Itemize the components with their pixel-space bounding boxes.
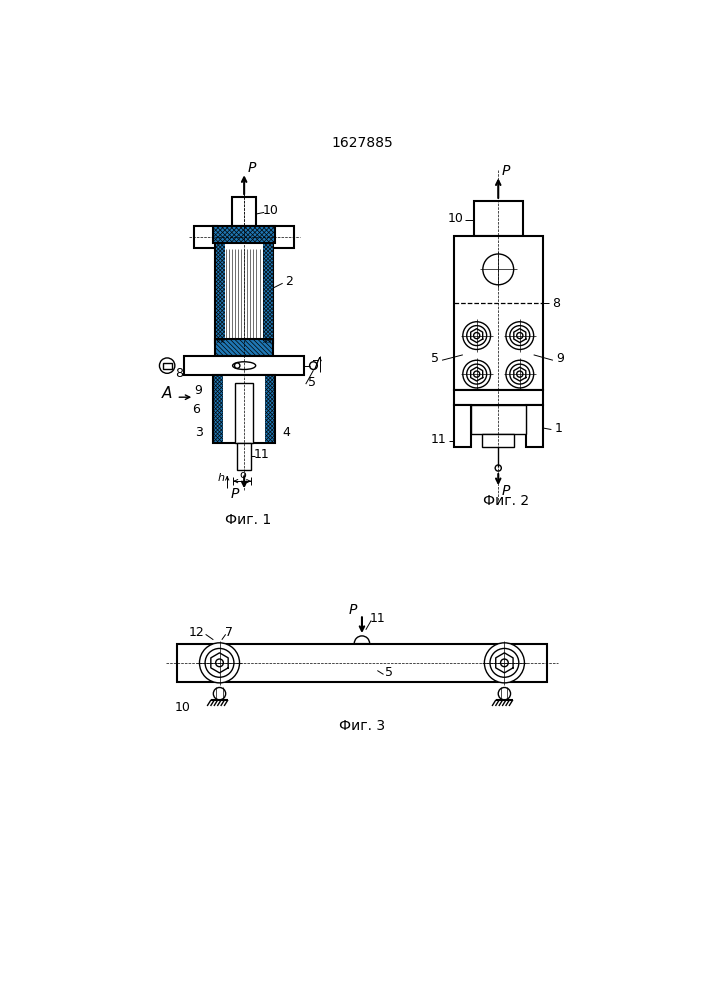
Circle shape [510,364,530,384]
Circle shape [467,364,486,384]
Text: P: P [502,484,510,498]
Text: 1: 1 [554,422,562,434]
Circle shape [506,360,534,388]
Text: 2: 2 [285,275,293,288]
Text: 9: 9 [556,352,563,365]
Text: P: P [502,164,510,178]
Circle shape [517,371,523,377]
Circle shape [160,358,175,373]
Circle shape [310,362,317,369]
Bar [214,226,275,243]
Wedge shape [354,636,370,644]
Bar [216,244,225,343]
Bar [232,197,257,226]
Text: Фиг. 1: Фиг. 1 [225,513,271,527]
Text: 11: 11 [370,612,385,625]
Text: o: o [239,470,246,480]
Text: 3: 3 [196,426,204,439]
Text: 5: 5 [431,352,439,365]
Text: 7: 7 [312,359,320,372]
Bar [215,339,274,356]
Text: 11: 11 [431,433,446,446]
Bar [482,434,515,447]
Text: P: P [247,161,256,175]
Bar [471,405,526,434]
Bar [184,356,304,375]
Bar [194,226,217,248]
Bar [265,376,274,442]
Bar [214,227,274,242]
Circle shape [467,326,486,346]
Bar [454,405,471,447]
Circle shape [484,643,525,683]
Bar [215,243,274,343]
Text: 11: 11 [253,448,269,461]
Bar [215,339,274,356]
Text: Фиг. 3: Фиг. 3 [339,719,385,733]
Text: 10: 10 [175,701,190,714]
Text: 4: 4 [283,426,291,439]
Circle shape [199,643,240,683]
Bar [177,644,547,682]
Text: 10: 10 [448,212,464,225]
Circle shape [463,360,491,388]
Text: 5: 5 [385,666,393,679]
Circle shape [506,322,534,349]
Circle shape [235,363,240,368]
Circle shape [517,333,523,339]
Text: 9: 9 [194,384,202,397]
Bar [235,383,253,443]
Bar [214,375,275,443]
Bar [264,244,273,343]
Text: h: h [218,473,225,483]
Bar [454,389,543,405]
Circle shape [205,648,234,677]
Text: 12: 12 [189,626,204,639]
Ellipse shape [233,362,256,369]
Circle shape [463,322,491,349]
Bar [163,363,172,369]
Text: 7: 7 [225,626,233,639]
Text: 10: 10 [263,204,279,217]
Circle shape [498,687,510,700]
Circle shape [214,687,226,700]
Circle shape [490,648,519,677]
Bar [271,226,294,248]
Bar [454,235,543,389]
Text: P: P [349,603,357,617]
Text: A: A [162,386,173,401]
Text: 6: 6 [192,403,200,416]
Text: Фиг. 2: Фиг. 2 [483,494,529,508]
Bar [214,376,223,442]
Circle shape [474,333,480,339]
Text: 8: 8 [552,297,560,310]
Text: 5: 5 [308,376,316,389]
Circle shape [495,465,501,471]
Text: 8: 8 [175,367,182,380]
Bar [526,405,543,447]
Circle shape [510,326,530,346]
Circle shape [474,371,480,377]
Text: 1627885: 1627885 [332,136,394,150]
Circle shape [483,254,514,285]
Bar [474,201,523,235]
Circle shape [501,659,508,667]
Text: P: P [230,487,239,501]
Bar [238,443,251,470]
Circle shape [216,659,223,667]
